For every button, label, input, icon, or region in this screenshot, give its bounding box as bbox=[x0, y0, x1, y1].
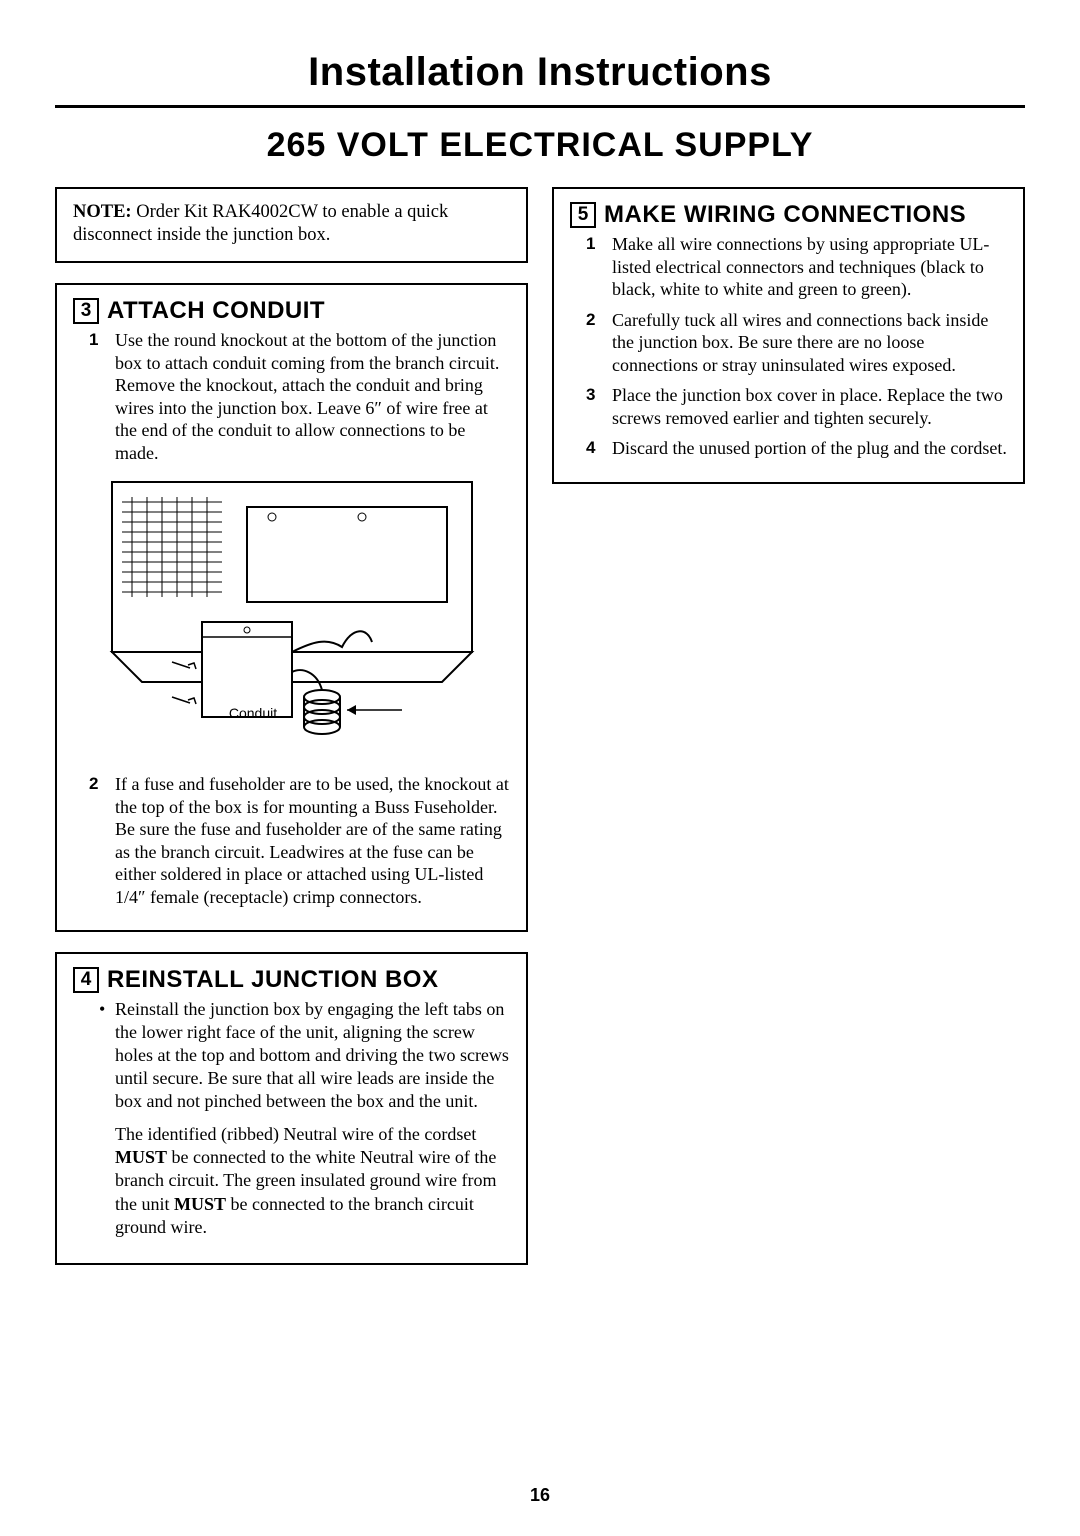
list-item: 2 If a fuse and fuseholder are to be use… bbox=[101, 773, 510, 908]
list-item: 2 Carefully tuck all wires and connectio… bbox=[598, 309, 1007, 377]
item-text: Carefully tuck all wires and connections… bbox=[612, 310, 988, 375]
section-4-header: 4 REINSTALL JUNCTION BOX bbox=[73, 966, 510, 994]
right-column: 5 MAKE WIRING CONNECTIONS 1 Make all wir… bbox=[552, 187, 1025, 1285]
item-number: 2 bbox=[89, 773, 98, 794]
list-item: 1 Use the round knockout at the bottom o… bbox=[101, 329, 510, 464]
list-item: 1 Make all wire connections by using app… bbox=[598, 233, 1007, 301]
page-number: 16 bbox=[55, 1485, 1025, 1506]
junction-box-illustration bbox=[102, 472, 482, 742]
section-5-header: 5 MAKE WIRING CONNECTIONS bbox=[570, 201, 1007, 229]
left-column: NOTE: Order Kit RAK4002CW to enable a qu… bbox=[55, 187, 528, 1285]
conduit-diagram: Conduit bbox=[73, 472, 510, 763]
section-5-box: 5 MAKE WIRING CONNECTIONS 1 Make all wir… bbox=[552, 187, 1025, 484]
section-5-list: 1 Make all wire connections by using app… bbox=[570, 233, 1007, 460]
section-3-header: 3 ATTACH CONDUIT bbox=[73, 297, 510, 325]
note-box: NOTE: Order Kit RAK4002CW to enable a qu… bbox=[55, 187, 528, 263]
section-3-list: 1 Use the round knockout at the bottom o… bbox=[73, 329, 510, 464]
list-item: The identified (ribbed) Neutral wire of … bbox=[111, 1123, 510, 1238]
note-text: NOTE: Order Kit RAK4002CW to enable a qu… bbox=[73, 201, 510, 247]
section-4-box: 4 REINSTALL JUNCTION BOX Reinstall the j… bbox=[55, 952, 528, 1264]
item-text: Use the round knockout at the bottom of … bbox=[115, 330, 499, 463]
section-5-title: MAKE WIRING CONNECTIONS bbox=[604, 201, 966, 229]
step-number-5: 5 bbox=[570, 202, 596, 228]
title-rule bbox=[55, 105, 1025, 108]
note-label: NOTE: bbox=[73, 202, 132, 222]
item-number: 1 bbox=[89, 329, 98, 350]
item-number: 3 bbox=[586, 384, 595, 405]
item-number: 2 bbox=[586, 309, 595, 330]
section-4-list: Reinstall the junction box by engaging t… bbox=[73, 998, 510, 1238]
section-3-list-2: 2 If a fuse and fuseholder are to be use… bbox=[73, 773, 510, 908]
diagram-label: Conduit bbox=[223, 705, 283, 721]
item-text: If a fuse and fuseholder are to be used,… bbox=[115, 774, 509, 907]
item-text: Make all wire connections by using appro… bbox=[612, 234, 989, 299]
list-item: 3 Place the junction box cover in place.… bbox=[598, 384, 1007, 429]
para2-d: MUST bbox=[174, 1194, 226, 1214]
section-4-title: REINSTALL JUNCTION BOX bbox=[107, 966, 438, 994]
item-text: Discard the unused portion of the plug a… bbox=[612, 438, 1007, 458]
list-item: Reinstall the junction box by engaging t… bbox=[111, 998, 510, 1113]
para2-b: MUST bbox=[115, 1147, 167, 1167]
section-3-box: 3 ATTACH CONDUIT 1 Use the round knockou… bbox=[55, 283, 528, 932]
list-item: 4 Discard the unused portion of the plug… bbox=[598, 437, 1007, 460]
page-title: Installation Instructions bbox=[55, 50, 1025, 95]
item-number: 4 bbox=[586, 437, 595, 458]
step-number-4: 4 bbox=[73, 967, 99, 993]
two-column-layout: NOTE: Order Kit RAK4002CW to enable a qu… bbox=[55, 187, 1025, 1285]
page-subtitle: 265 VOLT ELECTRICAL SUPPLY bbox=[55, 126, 1025, 165]
para2-a: The identified (ribbed) Neutral wire of … bbox=[115, 1124, 476, 1144]
item-number: 1 bbox=[586, 233, 595, 254]
step-number-3: 3 bbox=[73, 298, 99, 324]
item-text: Place the junction box cover in place. R… bbox=[612, 385, 1003, 428]
section-3-title: ATTACH CONDUIT bbox=[107, 297, 325, 325]
